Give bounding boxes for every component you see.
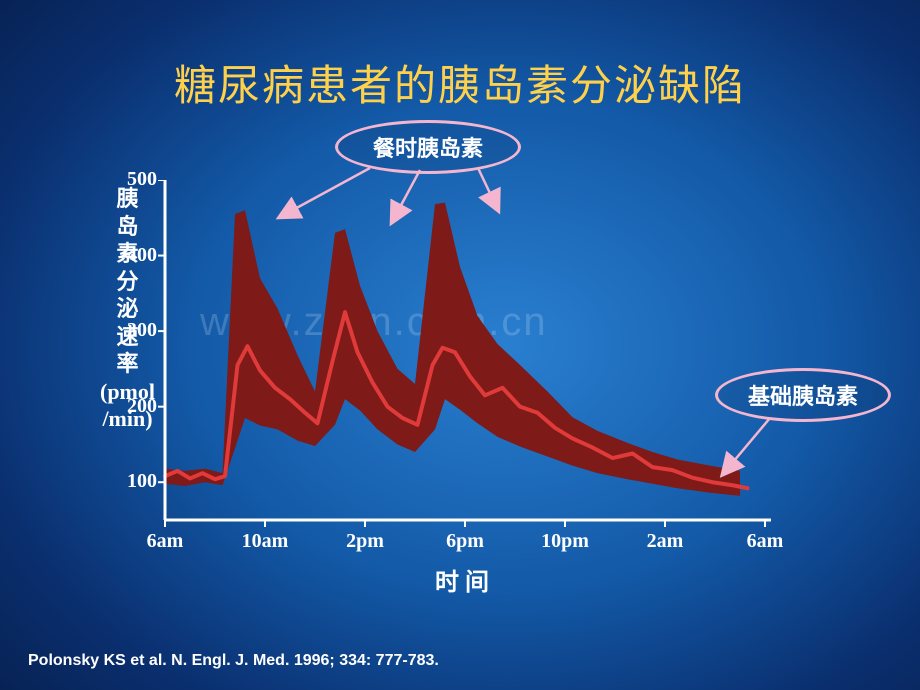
y-tick-label: 500	[111, 168, 157, 191]
x-tick-label: 10am	[235, 530, 295, 553]
x-tick-label: 6am	[735, 530, 795, 553]
x-tick-label: 2am	[635, 530, 695, 553]
chart-svg	[100, 180, 800, 590]
slide: 糖尿病患者的胰岛素分泌缺陷 www.zixin.com.cn 餐时胰岛素 基础胰…	[0, 0, 920, 690]
callout-mealtime-insulin: 餐时胰岛素	[335, 120, 521, 174]
y-tick-label: 200	[111, 395, 157, 418]
callout-mealtime-label: 餐时胰岛素	[373, 131, 483, 163]
y-tick-label: 100	[111, 470, 157, 493]
x-axis-title: 时 间	[435, 562, 489, 597]
citation-text: Polonsky KS et al. N. Engl. J. Med. 1996…	[28, 652, 439, 670]
x-tick-label: 10pm	[535, 530, 595, 553]
y-tick-label: 300	[111, 319, 157, 342]
chart-area	[100, 180, 800, 590]
x-tick-label: 6am	[135, 530, 195, 553]
x-tick-label: 6pm	[435, 530, 495, 553]
x-tick-label: 2pm	[335, 530, 395, 553]
y-tick-label: 400	[111, 244, 157, 267]
slide-title: 糖尿病患者的胰岛素分泌缺陷	[0, 52, 920, 113]
